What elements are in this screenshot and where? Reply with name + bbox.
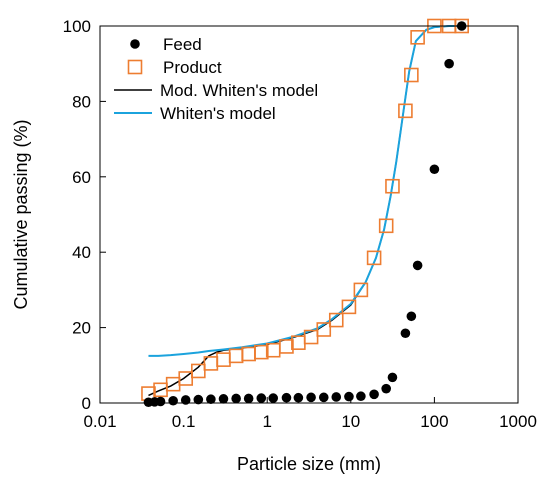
- legend-swatch: [127, 59, 143, 75]
- data-point: [353, 282, 369, 298]
- data-point: [293, 392, 304, 403]
- series-0: [143, 21, 467, 408]
- plot-frame: [99, 25, 519, 404]
- legend-swatch: [130, 39, 140, 49]
- data-point: [291, 335, 306, 350]
- legend-label: Feed: [163, 35, 202, 54]
- data-point: [265, 342, 281, 358]
- data-point: [444, 58, 454, 69]
- data-point: [429, 164, 440, 175]
- data-point: [410, 30, 425, 45]
- data-point: [356, 391, 366, 402]
- data-point: [281, 392, 292, 403]
- data-point: [193, 394, 204, 405]
- data-point: [369, 389, 379, 400]
- x-tick-label: 10: [341, 412, 360, 431]
- data-point: [328, 312, 344, 328]
- y-tick-label: 20: [72, 319, 91, 338]
- series-1: [141, 18, 469, 401]
- data-point: [387, 372, 398, 383]
- data-point: [318, 392, 329, 403]
- data-point: [191, 363, 206, 379]
- legend-entry: Product: [127, 58, 222, 77]
- data-point: [241, 346, 256, 362]
- legend-entry: Whiten's model: [114, 104, 276, 123]
- legend-entry: Mod. Whiten's model: [114, 81, 318, 100]
- data-point: [398, 103, 413, 119]
- y-axis-title: Cumulative passing (%): [11, 119, 31, 309]
- x-tick-label: 1000: [499, 412, 537, 431]
- y-tick-label: 100: [63, 17, 91, 36]
- data-point: [412, 260, 423, 271]
- data-point: [243, 393, 254, 404]
- data-point: [206, 394, 216, 405]
- x-tick-label: 1: [262, 412, 271, 431]
- data-point: [381, 383, 391, 394]
- data-point: [218, 394, 229, 404]
- legend-label: Mod. Whiten's model: [160, 81, 318, 100]
- data-point: [279, 339, 294, 354]
- y-tick-label: 0: [82, 394, 91, 413]
- data-point: [400, 328, 411, 339]
- data-point: [268, 393, 279, 403]
- data-point: [155, 396, 166, 407]
- data-point: [256, 393, 267, 403]
- data-point: [378, 218, 394, 234]
- data-point: [366, 250, 382, 266]
- data-point: [306, 392, 316, 403]
- data-point: [216, 352, 231, 367]
- data-point: [180, 395, 191, 405]
- data-point: [385, 178, 400, 194]
- data-point: [178, 371, 194, 386]
- x-tick-label: 0.1: [172, 412, 196, 431]
- data-point: [228, 348, 244, 364]
- x-tick-label: 0.01: [83, 412, 116, 431]
- y-tick-label: 60: [72, 168, 91, 187]
- data-point: [253, 344, 269, 360]
- series-3: [148, 25, 462, 357]
- data-point: [341, 299, 357, 315]
- data-point: [231, 393, 241, 404]
- y-tick-label: 40: [72, 243, 91, 262]
- x-axis-title: Particle size (mm): [237, 454, 381, 474]
- series-line: [148, 25, 462, 357]
- legend-label: Product: [163, 58, 222, 77]
- data-point: [406, 311, 417, 322]
- legend-label: Whiten's model: [160, 104, 276, 123]
- data-point: [303, 329, 319, 345]
- data-point: [316, 322, 332, 337]
- legend-entry: Feed: [130, 35, 202, 54]
- data-point: [404, 67, 419, 83]
- data-point: [344, 391, 354, 402]
- data-point: [331, 392, 342, 402]
- x-tick-label: 100: [420, 412, 448, 431]
- y-tick-label: 80: [72, 92, 91, 111]
- data-point: [168, 395, 178, 406]
